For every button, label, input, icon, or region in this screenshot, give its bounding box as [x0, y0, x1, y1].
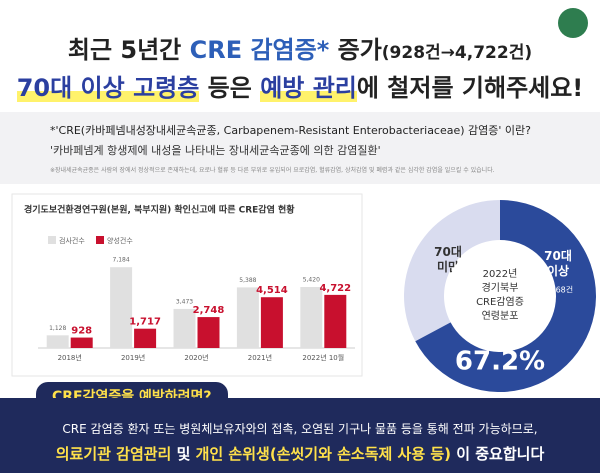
pie-title: 2022년: [483, 268, 518, 280]
note: ※장내세균속균종은 사람의 장에서 정상적으로 존재하는데, 요로나 혈류 등 …: [50, 167, 495, 174]
bar: [324, 294, 347, 348]
value-label: 5,420: [303, 277, 320, 284]
value-label: 2,748: [193, 305, 225, 316]
answer: '카바페넴계 항생제에 내성을 나타내는 장내세균속균종에 의한 감염질환': [50, 144, 381, 157]
x-tick-label: 2021년: [248, 353, 272, 362]
bar: [260, 297, 283, 348]
text: 예방 관리: [260, 74, 357, 102]
bar: [173, 308, 196, 348]
pie-slice: [404, 200, 500, 342]
text: 70대 이상 고령층: [16, 74, 200, 102]
value-label: 928: [71, 326, 92, 337]
legend-swatch: [48, 236, 56, 244]
text: 최근 5년간: [67, 36, 190, 64]
pie-title: 연령분포: [482, 310, 519, 322]
footer-line: 의료기관 감염관리 및 개인 손위생(손씻기와 손소독제 사용 등) 이 중요합…: [0, 443, 600, 464]
bar: [110, 267, 133, 348]
legend-label: 검사건수: [59, 236, 85, 245]
text: 이 중요합니다: [451, 445, 545, 463]
bar: [300, 287, 323, 348]
text: 에 철저를 기해주세요!: [356, 74, 584, 102]
slice-label: 70대 이상: [544, 249, 572, 278]
headline-1: 최근 5년간 CRE 감염증* 증가(928건→4,722건): [0, 30, 600, 65]
legend-swatch: [96, 236, 104, 244]
x-tick-label: 2020년: [184, 353, 208, 362]
pie-title: 경기북부: [482, 281, 519, 294]
x-tick-label: 2022년 10월: [302, 353, 344, 362]
value-label: 7,184: [113, 257, 130, 264]
text: 증가: [329, 36, 382, 64]
text: 의료기관 감염관리: [55, 445, 172, 463]
pie-center: [446, 242, 554, 350]
footer-line: CRE 감염증 환자 또는 병원체보유자와의 접촉, 오염된 기구나 물품 등을…: [62, 422, 538, 436]
text: 및: [171, 445, 196, 463]
bar: [70, 337, 93, 348]
question: *'CRE(카바페넴내성장내세균속균종, Carbapenem-Resistan…: [50, 124, 532, 137]
card: [11, 193, 363, 377]
bar: [46, 335, 69, 348]
value-label: 1,717: [129, 317, 161, 328]
legend-label: 양성건수: [107, 236, 133, 245]
definition: *'CRE(카바페넴내성장내세균속균종, Carbapenem-Resistan…: [0, 112, 600, 184]
value-label: 1,128: [49, 325, 66, 332]
pie-slice: [415, 200, 596, 392]
bar: [197, 317, 220, 348]
x-tick-label: 2018년: [58, 353, 82, 362]
value-label: 67.2%: [455, 347, 545, 377]
charts: 경기도보건환경연구원(본원, 북부지원) 확인신고에 따른 CRE감염 현황검사…: [11, 193, 596, 392]
text: 개인 손위생(손씻기와 손소독제 사용 등): [195, 445, 452, 463]
x-tick-label: 2019년: [121, 353, 145, 362]
annotation: 1,268건: [543, 285, 573, 295]
headline-2: 70대 이상 고령층 등은 예방 관리에 철저를 기해주세요!: [0, 68, 600, 103]
text: CRE 감염증*: [189, 36, 330, 64]
bar: [236, 287, 259, 348]
bar: [134, 328, 157, 348]
footer: CRE 감염증 환자 또는 병원체보유자와의 접촉, 오염된 기구나 물품 등을…: [0, 398, 600, 473]
logo: [558, 8, 588, 38]
text: 등은: [199, 74, 261, 102]
value-label: 3,473: [176, 298, 193, 305]
text: (928건→4,722건): [381, 43, 533, 63]
value-label: 4,722: [319, 283, 351, 294]
chart-title: 경기도보건환경연구원(본원, 북부지원) 확인신고에 따른 CRE감염 현황: [24, 204, 295, 216]
pie-title: CRE감염증: [476, 296, 524, 308]
value-label: 4,514: [256, 285, 288, 296]
value-label: 5,388: [239, 277, 256, 284]
